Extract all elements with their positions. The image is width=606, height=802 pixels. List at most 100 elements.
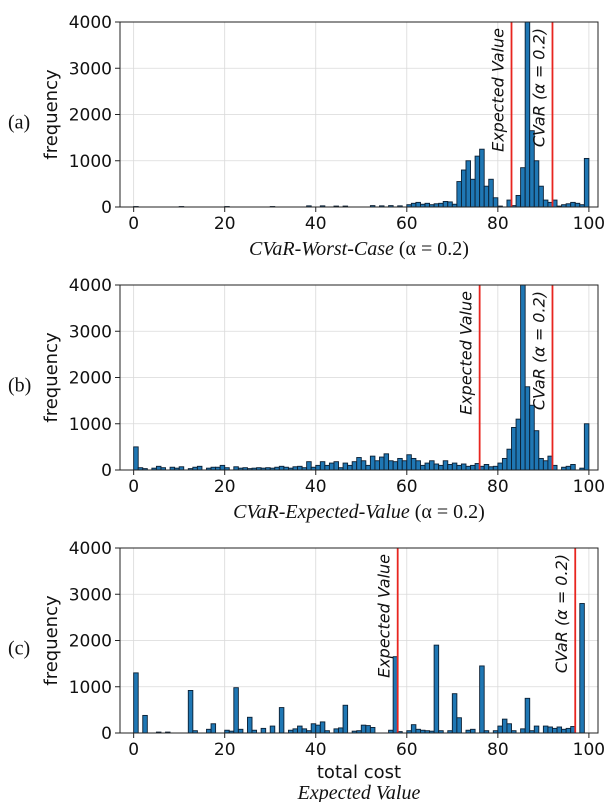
x-tick-label: 60 (396, 214, 418, 234)
histogram-bar (278, 707, 285, 733)
histogram-bar (388, 205, 394, 207)
histogram-bar (438, 730, 444, 733)
histogram-bar (333, 461, 339, 470)
histogram-bar (410, 202, 417, 207)
panel-label: (a) (8, 112, 30, 134)
histogram-bar (219, 464, 226, 470)
histogram-bar (579, 603, 585, 733)
caption-alpha: (α = 0.2) (410, 501, 485, 523)
histogram-bar (565, 465, 572, 470)
histogram-bar (392, 461, 399, 470)
histogram-bar (451, 693, 458, 733)
histogram-bar (511, 427, 517, 470)
histogram-bar (447, 464, 453, 470)
x-tick-label: 60 (396, 740, 418, 760)
histogram-bar (374, 460, 380, 470)
x-tick-label: 40 (305, 214, 327, 234)
histogram-bar (574, 202, 581, 207)
histogram-bar (397, 205, 403, 207)
histogram-bar (488, 178, 494, 207)
histogram-bar (338, 727, 344, 733)
panel-label: (c) (8, 638, 30, 660)
histogram-bar (297, 725, 303, 733)
y-tick-label: 1000 (69, 152, 112, 172)
histogram-bar (501, 457, 508, 470)
histogram-bar (142, 714, 148, 733)
histogram-bar (515, 194, 522, 207)
histogram-bar (479, 665, 485, 733)
histogram-bar (415, 201, 421, 207)
histogram-bar (492, 465, 499, 470)
vline-label: CVaR (α = 0.2) (529, 28, 548, 147)
histogram-bar (438, 464, 444, 470)
histogram-bar (497, 725, 503, 733)
vline-label: Expected Value (457, 291, 476, 415)
histogram-bar (397, 457, 403, 470)
histogram-bar (324, 464, 330, 470)
histogram-bar (442, 460, 449, 470)
histogram-bar (533, 430, 540, 470)
histogram-bar (306, 461, 312, 470)
histogram-bar (196, 465, 203, 470)
histogram-bar (247, 716, 253, 733)
histogram-bar (319, 461, 326, 470)
histogram-bar (333, 728, 339, 733)
histogram-bar (306, 205, 312, 207)
histogram-bar (465, 160, 471, 207)
histogram-bar (155, 465, 162, 470)
panel-caption: CVaR-Expected-Value (α = 0.2) (233, 501, 485, 523)
histogram-bar (433, 644, 440, 733)
histogram-bar (369, 727, 376, 733)
histogram-bar (388, 460, 394, 470)
histogram-bar (506, 723, 512, 733)
x-tick-label: 100 (573, 214, 605, 234)
panel-caption: Expected Value (297, 782, 421, 802)
histogram-bar (347, 464, 353, 470)
histogram-bar (552, 727, 558, 733)
vline-label: CVaR (α = 0.2) (529, 291, 548, 410)
histogram-bar (356, 457, 362, 470)
caption-method: CVaR-Expected-Value (233, 501, 410, 523)
y-tick-label: 4000 (69, 539, 112, 559)
histogram-bar (470, 464, 476, 470)
histogram-bar (360, 724, 367, 733)
histogram-bar (224, 467, 230, 470)
histogram-bar (570, 464, 576, 470)
y-tick-label: 0 (101, 198, 112, 218)
y-tick-label: 2000 (69, 106, 112, 126)
bars-group (133, 548, 585, 733)
panel-label: (b) (8, 375, 31, 397)
chart-panel-3: Expected Value CVaR (α = 0.2) 0 20 40 60 80 100… (8, 539, 605, 802)
histogram-bar (401, 460, 408, 470)
vline-label: CVaR (α = 0.2) (552, 554, 571, 673)
histogram-bar (520, 728, 526, 733)
histogram-bar (415, 460, 421, 470)
histogram-bar (369, 455, 376, 470)
y-tick-label: 3000 (69, 59, 112, 79)
histogram-bar (278, 465, 285, 470)
x-tick-label: 20 (214, 477, 236, 497)
histogram-bar (133, 446, 139, 470)
y-axis-label: frequency (41, 332, 62, 423)
x-tick-label: 0 (128, 477, 139, 497)
histogram-bar (269, 725, 276, 733)
histogram-bar (520, 167, 526, 207)
y-tick-label: 4000 (69, 276, 112, 296)
bars-group (133, 285, 590, 470)
histogram-bar (160, 467, 166, 470)
histogram-bar (583, 423, 590, 470)
panel-caption: CVaR-Worst-Case (α = 0.2) (249, 238, 469, 260)
y-tick-label: 0 (101, 724, 112, 744)
histogram-bar (301, 728, 308, 733)
histogram-bar (511, 730, 517, 733)
vline-label: Expected Value (375, 554, 394, 678)
x-tick-label: 80 (487, 477, 509, 497)
histogram-bar (351, 461, 358, 470)
histogram-bar (497, 462, 503, 470)
histogram-bar (310, 723, 317, 733)
histogram-bar (542, 199, 549, 207)
chart-panel-2: Expected Value CVaR (α = 0.2) 0 20 40 60 80 100… (8, 276, 605, 523)
y-tick-label: 2000 (69, 369, 112, 389)
histogram-bar (515, 418, 522, 470)
histogram-bar (556, 726, 563, 733)
